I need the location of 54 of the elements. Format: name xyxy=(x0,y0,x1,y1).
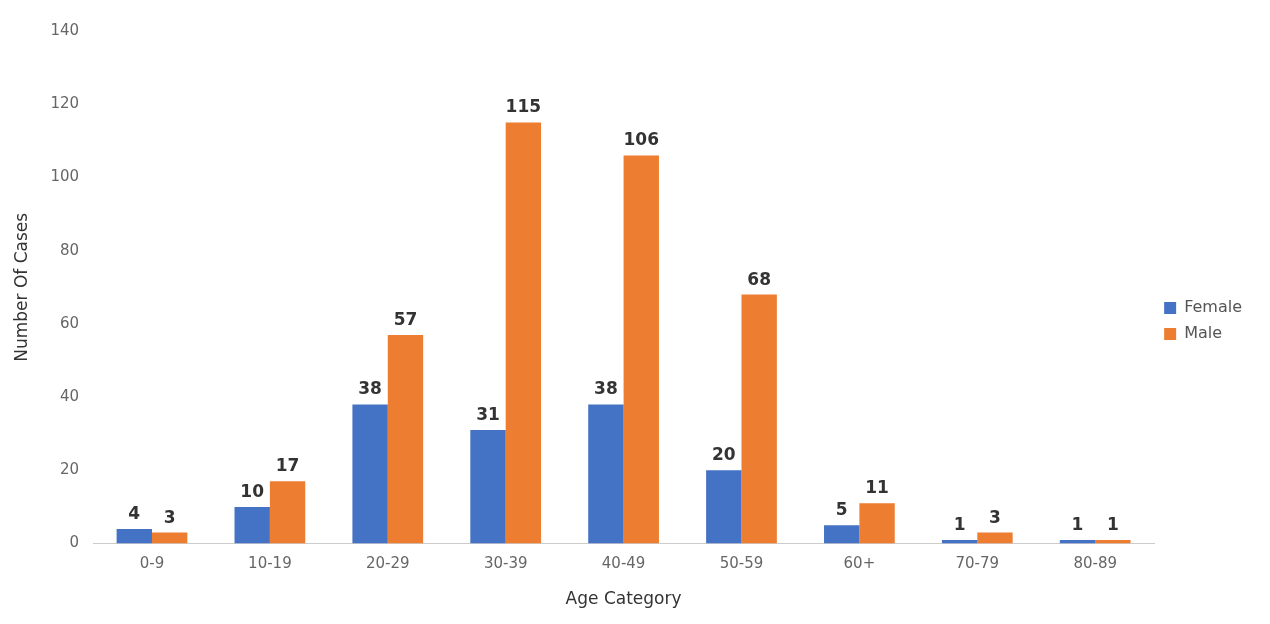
bar xyxy=(234,506,270,544)
y-tick-label: 0 xyxy=(69,533,80,552)
y-tick-label: 20 xyxy=(59,460,80,479)
data-label: 4 xyxy=(128,502,141,523)
bar xyxy=(824,525,860,544)
data-label: 20 xyxy=(711,444,736,465)
y-tick-label: 100 xyxy=(50,167,80,186)
data-label: 38 xyxy=(358,378,382,399)
y-tick-label: 140 xyxy=(50,20,80,39)
bar xyxy=(706,470,742,544)
data-label: 57 xyxy=(393,308,418,329)
bar xyxy=(116,528,152,544)
data-label: 5 xyxy=(835,499,848,520)
x-tick-label: 80-89 xyxy=(1073,554,1117,573)
y-tick-label: 60 xyxy=(59,313,80,332)
data-label: 11 xyxy=(865,477,889,498)
data-label: 106 xyxy=(623,129,660,150)
x-tick-label: 70-79 xyxy=(955,554,1000,573)
y-tick-label: 120 xyxy=(50,94,80,113)
bar xyxy=(623,155,659,544)
x-tick-label: 30-39 xyxy=(483,554,528,573)
data-label: 1 xyxy=(1071,513,1084,534)
x-tick-label: 50-59 xyxy=(719,554,764,573)
bar xyxy=(151,532,188,544)
x-tick-label: 10-19 xyxy=(248,554,292,573)
bar xyxy=(859,503,895,544)
bar xyxy=(588,404,624,544)
x-tick-label: 0-9 xyxy=(139,554,165,573)
bar xyxy=(977,532,1013,544)
x-tick-label: 20-29 xyxy=(365,554,410,573)
bar xyxy=(352,404,388,544)
data-label: 3 xyxy=(163,506,176,527)
data-label: 10 xyxy=(240,480,265,501)
legend-label: Female xyxy=(1184,297,1243,317)
data-label: 1 xyxy=(1106,513,1119,534)
legend-label: Male xyxy=(1184,323,1223,343)
x-axis-title: Age Category xyxy=(565,588,682,609)
bar xyxy=(741,294,777,544)
data-label: 1 xyxy=(953,513,966,534)
y-tick-label: 40 xyxy=(59,387,80,406)
x-tick-label: 60+ xyxy=(843,554,876,573)
data-label: 68 xyxy=(747,268,772,289)
bar xyxy=(470,430,506,544)
data-label: 38 xyxy=(594,378,618,399)
x-tick-label: 40-49 xyxy=(601,554,646,573)
y-axis-title: Number Of Cases xyxy=(10,212,31,362)
data-label: 3 xyxy=(989,506,1001,527)
data-label: 17 xyxy=(275,455,300,476)
data-label: 115 xyxy=(505,96,542,117)
bar xyxy=(269,481,306,544)
y-tick-label: 80 xyxy=(59,240,80,259)
bar xyxy=(505,122,542,544)
data-label: 31 xyxy=(476,404,500,425)
bar xyxy=(387,334,424,544)
